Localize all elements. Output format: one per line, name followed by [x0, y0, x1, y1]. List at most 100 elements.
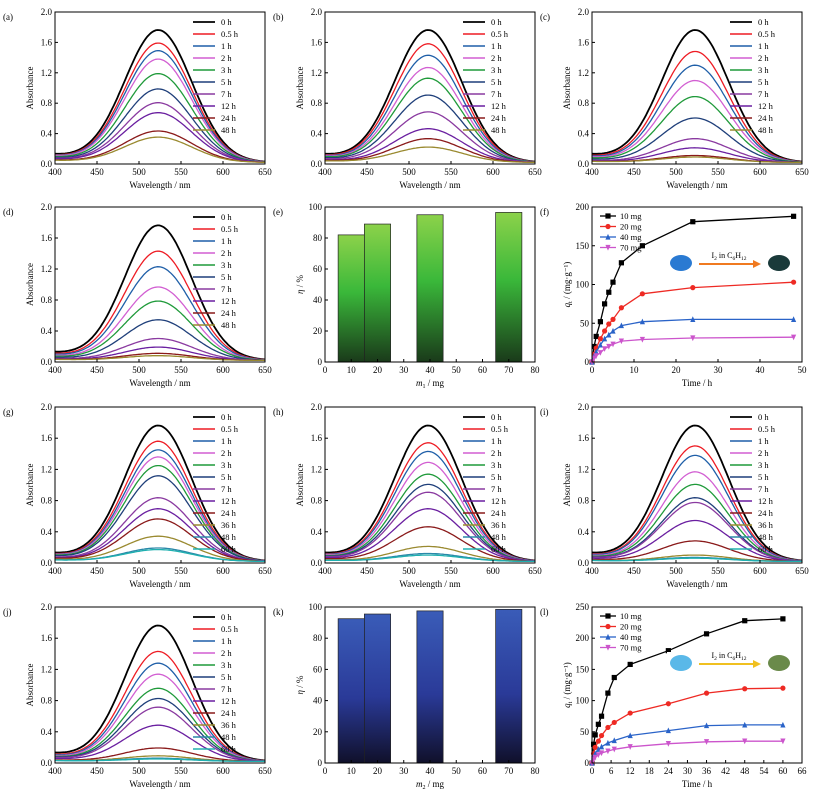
legend-label: 12 h — [221, 101, 237, 111]
legend-label: 5 h — [221, 77, 232, 87]
marker-square — [598, 713, 605, 719]
legend-label: 3 h — [221, 660, 232, 670]
y-tick-label: 1.6 — [41, 633, 53, 643]
y-axis-label: Absorbance — [25, 263, 35, 306]
legend-label: 7 h — [758, 89, 769, 99]
panel-label: (f) — [540, 207, 549, 217]
plot-frame — [591, 606, 803, 764]
marker-triangle-down — [606, 343, 612, 350]
bar-10mg — [337, 234, 365, 363]
legend-label: 5 h — [221, 472, 232, 482]
legend-label: 36 h — [221, 520, 237, 530]
spectrum-line-3-h — [324, 77, 536, 163]
spectrum-line-0-5-h — [325, 442, 536, 562]
marker-square — [593, 333, 599, 340]
y-tick-label: 1.6 — [41, 433, 53, 443]
marker-triangle-down — [611, 746, 617, 753]
x-axis-label: Time / h — [682, 779, 713, 789]
x-tick-label: 600 — [753, 167, 767, 177]
x-axis-label: Wavelength / nm — [399, 180, 460, 190]
marker-triangle — [605, 633, 611, 640]
legend-label: 48 h — [221, 532, 237, 542]
y-tick-label: 100 — [309, 202, 323, 212]
marker-square — [639, 243, 645, 249]
y-tick-label: 0.8 — [41, 98, 53, 108]
legend-label: 48 h — [221, 125, 237, 135]
legend-label: 1 h — [221, 436, 232, 446]
legend-label: 2 h — [758, 448, 769, 458]
y-tick-label: 1.6 — [578, 37, 590, 47]
legend-label: 40 mg — [620, 232, 642, 242]
spectrum-line-60-h — [592, 557, 802, 563]
inset-powder-after — [768, 655, 790, 671]
legend-label: 0 h — [491, 17, 502, 27]
spectrum-line-0-h — [591, 424, 803, 562]
legend-label: 20 mg — [620, 622, 642, 632]
marker-triangle-down — [742, 738, 748, 745]
spectrum-line-5-h — [55, 88, 265, 163]
spectrum-line-5-h — [324, 94, 536, 163]
y-tick-label: 1.2 — [41, 464, 52, 474]
x-tick-label: 550 — [711, 566, 725, 576]
legend-label: 0.5 h — [221, 624, 239, 634]
panel-label: (e) — [273, 207, 283, 217]
y-tick-label: 0.4 — [41, 527, 53, 537]
y-tick-label: 40 — [313, 295, 323, 305]
panel-i: 0 h 0.5 h 1 h 2 h 3 h 5 h 7 h 12 h 24 h 36 h 48 h 6… — [540, 402, 809, 589]
legend-label: 12 h — [491, 496, 507, 506]
x-tick-label: 70 — [504, 365, 514, 375]
inset-powder-before — [670, 655, 692, 671]
spectrum-line-60-h — [55, 758, 265, 763]
x-tick-label: 400 — [48, 365, 62, 375]
x-tick-label: 54 — [759, 766, 769, 776]
y-axis-label: qt / (mg·g⁻¹) — [562, 262, 574, 308]
legend-label: 40 mg — [620, 632, 642, 642]
spectrum-line-0-h — [324, 424, 536, 562]
legend-label: 24 h — [221, 508, 237, 518]
x-tick-label: 400 — [585, 167, 599, 177]
spectrum-line-3-h — [325, 473, 536, 562]
marker-circle — [610, 316, 616, 322]
legend-label: 3 h — [221, 460, 232, 470]
spectrum-line-1-h — [54, 266, 266, 361]
panel-e: 0 10 20 30 40 50 60 70 80 0 20 40 60 80 100 m1 / mg η / … — [273, 202, 540, 390]
x-axis-label: m1 / mg — [416, 378, 445, 390]
y-tick-label: 200 — [576, 633, 590, 643]
spectrum-line-1-h — [592, 454, 803, 562]
y-tick-label: 100 — [576, 696, 590, 706]
spectrum-line-48-h — [55, 136, 265, 163]
spectrum-line-1-h — [55, 50, 266, 163]
spectrum-line-0-5-h — [591, 50, 803, 163]
x-tick-label: 650 — [528, 167, 542, 177]
spectrum-line-2-h — [325, 461, 536, 562]
x-tick-label: 600 — [216, 365, 230, 375]
marker-triangle-down — [597, 350, 603, 356]
marker-circle — [605, 223, 611, 230]
legend-label: 12 h — [221, 696, 237, 706]
spectrum-line-2-h — [592, 79, 803, 163]
y-tick-label: 60 — [313, 264, 323, 274]
legend-label: 48 h — [491, 125, 507, 135]
legend-label: 60 h — [758, 544, 774, 554]
marker-triangle — [690, 316, 696, 322]
spectrum-line-2-h — [55, 673, 266, 762]
x-tick-label: 500 — [669, 167, 683, 177]
legend-label: 5 h — [491, 77, 502, 87]
x-tick-label: 600 — [216, 566, 230, 576]
spectrum-line-0-5-h — [54, 440, 266, 562]
marker-triangle-down — [627, 744, 633, 750]
y-tick-label: 2.0 — [41, 7, 53, 17]
legend-label: 0.5 h — [491, 29, 509, 39]
y-tick-label: 0.8 — [311, 98, 323, 108]
x-tick-label: 50 — [798, 365, 808, 375]
panel-h: 0 h 0.5 h 1 h 2 h 3 h 5 h 7 h 12 h 24 h 36 h 48 h 6… — [273, 402, 542, 589]
legend-label: 3 h — [221, 65, 232, 75]
spectrum-line-5-h — [324, 483, 536, 562]
spectrum-line-0-h — [54, 424, 266, 562]
x-tick-label: 450 — [627, 566, 641, 576]
plot-frame — [54, 206, 266, 363]
y-tick-label: 2.0 — [311, 7, 323, 17]
spectrum-line-0-5-h — [55, 250, 266, 361]
plot-frame — [54, 11, 266, 165]
